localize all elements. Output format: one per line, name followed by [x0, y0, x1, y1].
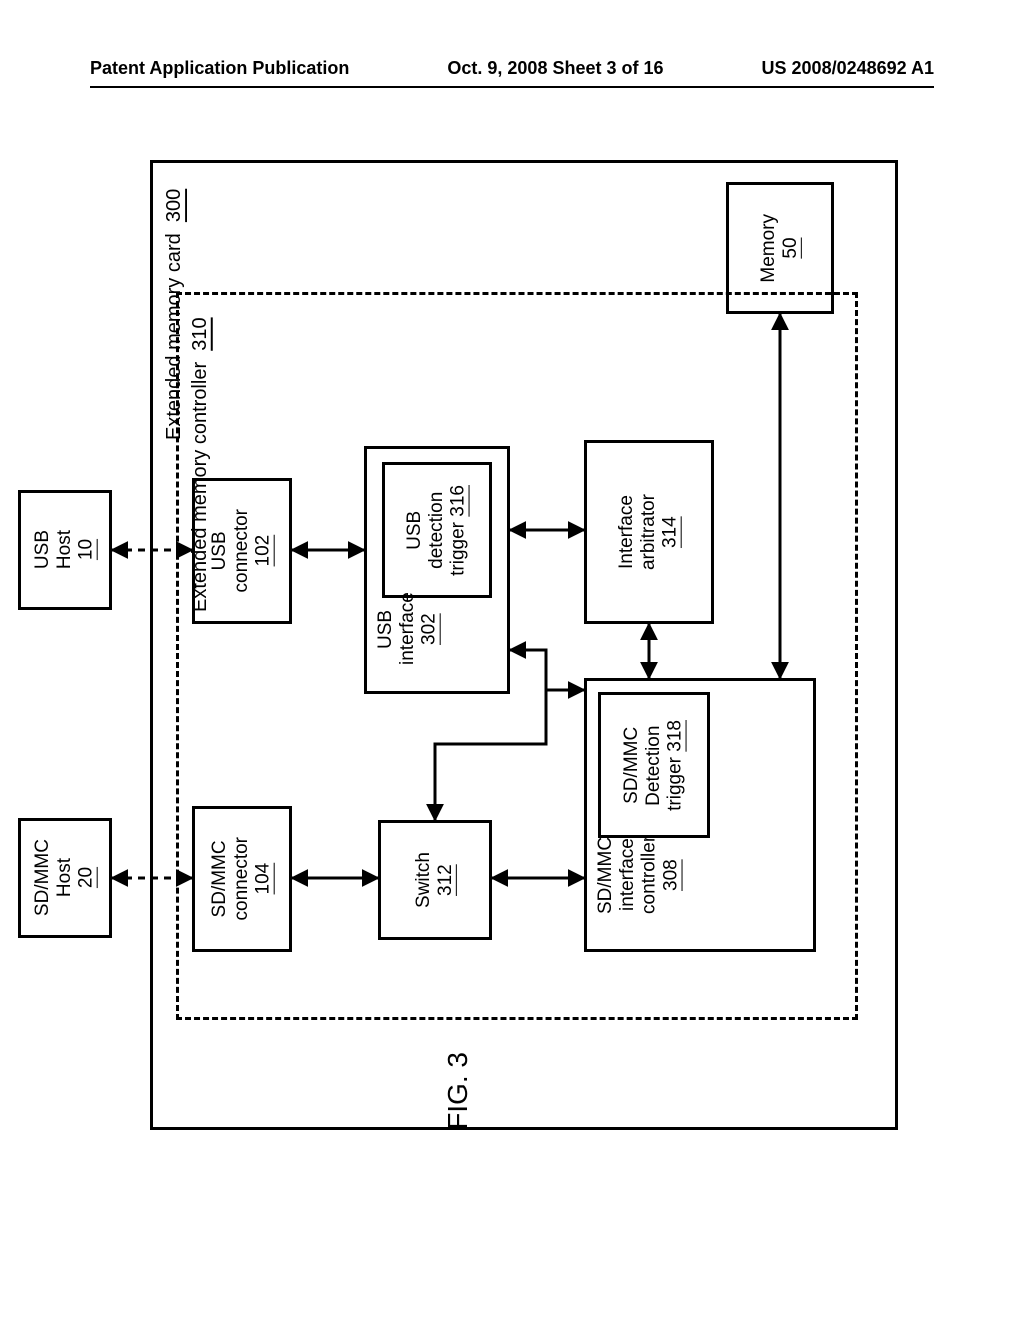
diagram: Extended memory card 300 Extended memory…	[106, 160, 898, 1130]
sdmmc-host: SD/MMC Host 20	[18, 818, 112, 938]
sdmmc-host-label: SD/MMC Host 20	[32, 839, 98, 916]
figure-label: FIG. 3	[442, 1052, 474, 1130]
connectors	[106, 160, 898, 1130]
usb-host-label: USB Host 10	[32, 530, 98, 569]
header-left: Patent Application Publication	[90, 58, 349, 79]
page-header: Patent Application Publication Oct. 9, 2…	[0, 58, 1024, 79]
header-center: Oct. 9, 2008 Sheet 3 of 16	[447, 58, 663, 79]
header-rule	[90, 86, 934, 88]
page: Patent Application Publication Oct. 9, 2…	[0, 0, 1024, 1320]
usb-host: USB Host 10	[18, 490, 112, 610]
conn-switch-usbiface	[435, 650, 546, 820]
header-right: US 2008/0248692 A1	[762, 58, 934, 79]
